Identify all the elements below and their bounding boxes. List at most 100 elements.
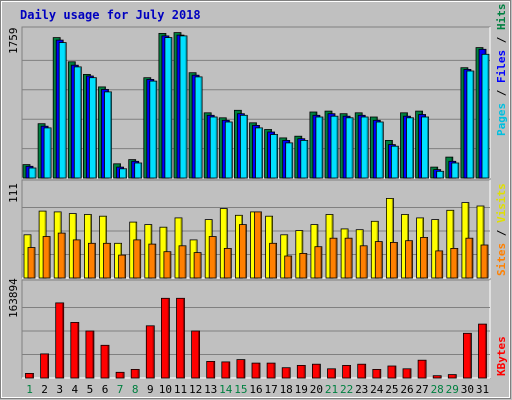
bar-sites-day-27 (420, 236, 429, 279)
bar-pages-day-20-shade (321, 117, 323, 178)
bar-sites-day-16 (254, 211, 262, 279)
bar-sites-day-10 (163, 251, 172, 279)
bar-sites-day-22 (344, 237, 353, 279)
bar-kbytes-day-8 (130, 368, 140, 379)
x-tick-label-7: 7 (117, 383, 124, 396)
bar-pages-day-18 (285, 142, 294, 179)
chart-title: Daily usage for July 2018 (20, 8, 201, 22)
bar-visits-day-29-fill (446, 209, 455, 279)
legend-sep-3: / (495, 223, 508, 243)
bar-pages-day-23-shade (366, 117, 368, 178)
bar-pages-day-31-shade (487, 54, 489, 178)
bar-kbytes-day-8-fill (130, 368, 140, 379)
bar-visits-day-31-fill (476, 205, 485, 279)
bar-sites-day-17 (269, 242, 278, 279)
bar-kbytes-day-3-fill (55, 302, 65, 379)
bar-kbytes-day-31-shade (484, 324, 487, 378)
bar-pages-day-12-shade (200, 77, 202, 178)
bar-kbytes-day-18 (281, 367, 291, 379)
x-tick-label-22: 22 (340, 383, 353, 396)
bar-sites-day-15-fill (238, 224, 247, 279)
bar-kbytes-day-19-fill (296, 364, 306, 379)
bar-kbytes-day-13-shade (213, 361, 215, 378)
x-tick-label-4: 4 (71, 383, 78, 396)
bar-kbytes-day-17 (266, 362, 276, 379)
bar-kbytes-day-15-fill (236, 359, 246, 379)
bar-sites-day-12-fill (193, 252, 202, 279)
bar-kbytes-day-10 (160, 297, 170, 379)
bar-sites-day-19-shade (305, 253, 307, 278)
bar-sites-day-1-shade (33, 247, 35, 278)
bar-pages-day-10-shade (170, 38, 172, 178)
bar-pages-day-17-fill (270, 134, 279, 179)
bar-pages-day-3-fill (58, 42, 67, 179)
bar-pages-day-9-shade (155, 81, 157, 178)
bar-visits-day-25-fill (385, 197, 394, 279)
bar-sites-day-26-fill (405, 240, 413, 279)
x-tick-label-9: 9 (147, 383, 154, 396)
bar-visits-day-31 (476, 205, 485, 279)
bar-pages-day-8 (134, 162, 143, 179)
bar-sites-day-12 (193, 252, 202, 279)
bar-pages-day-20-fill (315, 116, 324, 179)
bar-pages-day-22 (345, 117, 354, 179)
bar-pages-day-12-fill (194, 76, 203, 179)
bar-pages-day-16 (255, 127, 263, 179)
bar-kbytes-day-29-fill (447, 374, 457, 379)
bar-pages-day-6-shade (110, 92, 112, 178)
bar-kbytes-day-4-fill (70, 321, 80, 379)
bar-sites-day-25-fill (389, 241, 398, 279)
bar-pages-day-22-shade (351, 118, 353, 178)
bar-kbytes-day-1 (25, 372, 34, 379)
bar-sites-day-18 (284, 255, 293, 279)
bar-kbytes-day-21-fill (327, 368, 336, 379)
bar-pages-day-16-fill (255, 127, 263, 179)
bar-kbytes-day-28 (432, 375, 442, 379)
x-tick-label-6: 6 (102, 383, 109, 396)
bar-pages-day-1-shade (34, 168, 36, 178)
bar-kbytes-day-5 (85, 330, 95, 379)
bar-kbytes-day-19 (296, 364, 306, 379)
bar-kbytes-day-26-fill (402, 368, 412, 379)
bar-pages-day-13 (209, 116, 218, 179)
legend-kbytes: KBytes (495, 336, 508, 376)
x-tick-label-31: 31 (476, 383, 489, 396)
x-tick-label-28: 28 (431, 383, 444, 396)
bar-sites-day-11-fill (178, 245, 187, 279)
bar-sites-day-24-shade (380, 242, 382, 278)
bar-sites-day-7-fill (118, 254, 126, 279)
bar-pages-day-9-fill (149, 80, 158, 179)
bar-sites-day-26 (405, 240, 413, 279)
bar-pages-day-6-fill (104, 91, 112, 179)
bar-kbytes-day-25-shade (394, 366, 396, 378)
bar-kbytes-day-30-shade (469, 333, 471, 378)
bar-visits-day-29 (446, 209, 455, 279)
bar-sites-day-13-shade (214, 236, 216, 278)
bar-sites-day-6 (103, 242, 111, 279)
bar-pages-day-10 (164, 37, 173, 179)
bar-visits-day-25-shade (391, 198, 393, 278)
bar-kbytes-day-10-fill (160, 297, 170, 379)
bar-pages-day-12 (194, 76, 203, 179)
bar-kbytes-day-4-shade (77, 322, 79, 378)
legend-kbytes-group: KBytes (495, 336, 508, 376)
bar-visits-day-25 (385, 197, 394, 279)
bar-pages-day-18-shade (291, 143, 293, 178)
bar-sites-day-29-fill (450, 247, 459, 279)
bar-kbytes-day-28-shade (439, 376, 441, 378)
bar-sites-day-29-shade (456, 248, 458, 278)
bar-visits-day-28-shade (437, 220, 439, 278)
bar-sites-day-25-shade (395, 242, 397, 278)
bar-kbytes-day-20 (311, 363, 321, 379)
bar-sites-day-17-shade (275, 243, 277, 278)
bar-kbytes-day-7 (115, 371, 125, 379)
bar-sites-day-23-shade (365, 246, 367, 278)
x-tick-label-16: 16 (249, 383, 262, 396)
bar-kbytes-day-2-fill (40, 353, 49, 379)
bar-pages-day-31-fill (481, 53, 490, 179)
bar-pages-day-25-shade (396, 146, 398, 178)
x-tick-label-11: 11 (174, 383, 187, 396)
bar-kbytes-day-22 (342, 364, 352, 379)
bar-kbytes-day-31-fill (478, 323, 487, 379)
bar-pages-day-27-fill (421, 116, 430, 179)
